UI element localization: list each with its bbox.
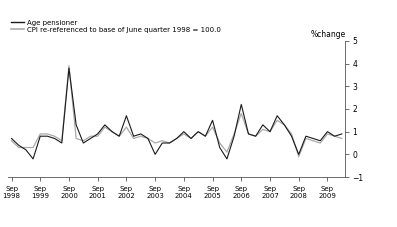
- Legend: Age pensioner, CPI re-referenced to base of June quarter 1998 = 100.0: Age pensioner, CPI re-referenced to base…: [12, 20, 221, 33]
- Text: %change: %change: [310, 30, 345, 39]
